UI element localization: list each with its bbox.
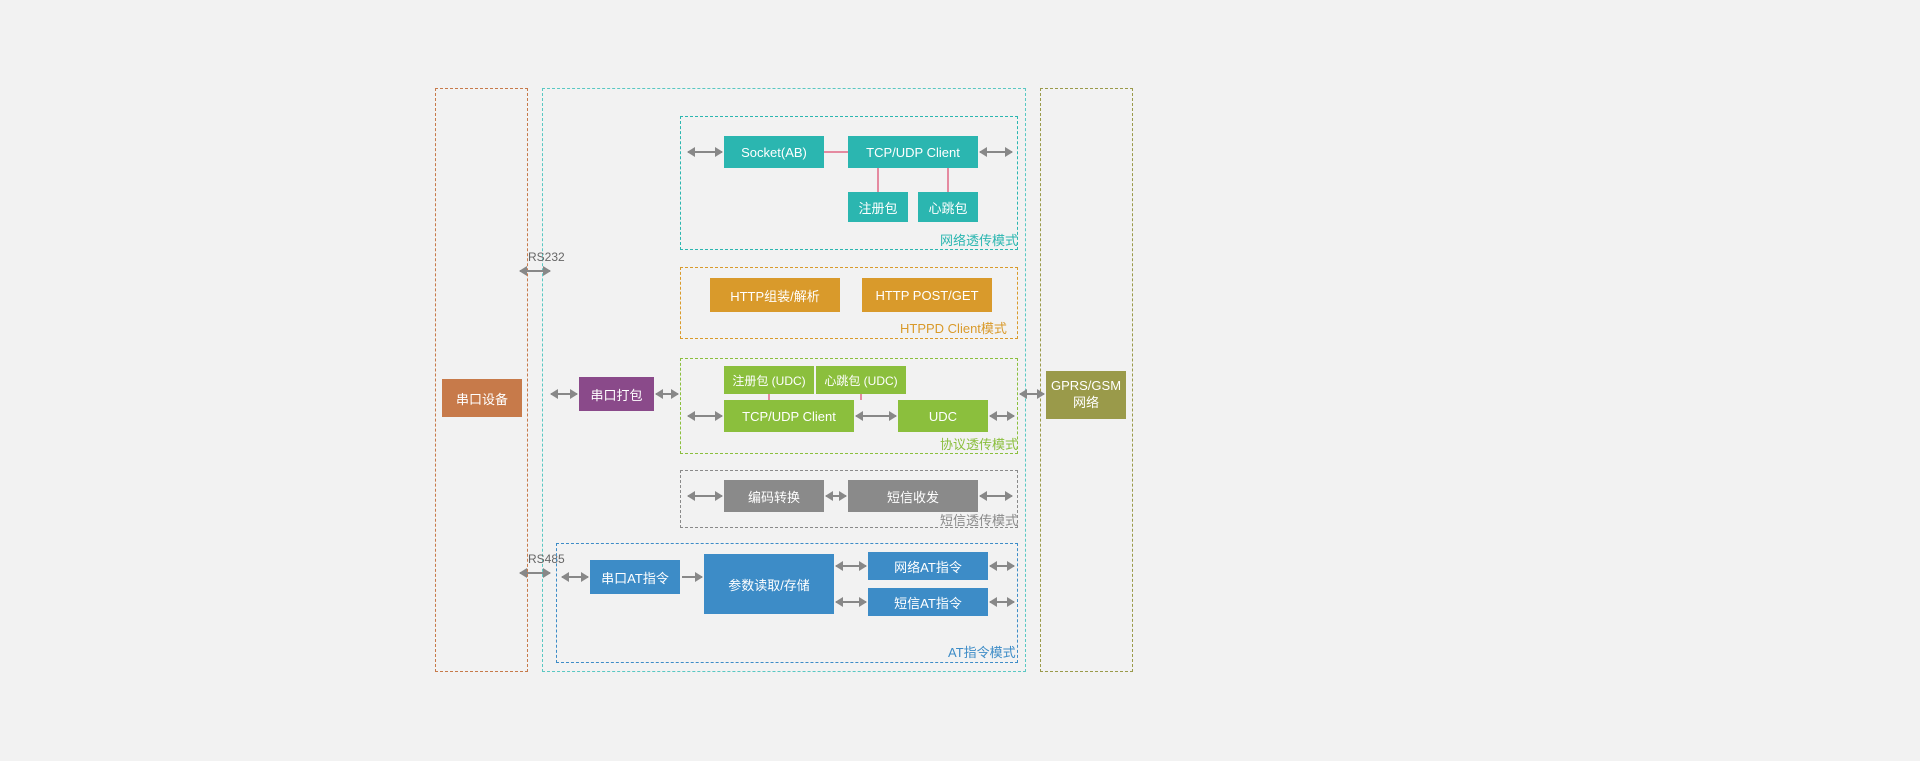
encode-label: 编码转换 <box>748 487 800 506</box>
socket-ab-box: Socket(AB) <box>724 136 824 168</box>
mode3-tcp-udp-box: TCP/UDP Client <box>724 400 854 432</box>
tcp-udp-client-label: TCP/UDP Client <box>866 145 960 160</box>
http-post-box: HTTP POST/GET <box>862 278 992 312</box>
tcp-udp-client-box: TCP/UDP Client <box>848 136 978 168</box>
socket-ab-label: Socket(AB) <box>741 145 807 160</box>
serial-pack-right-arrow <box>656 393 678 395</box>
sms-at-label: 短信AT指令 <box>894 593 962 612</box>
main-right-arrow <box>1020 393 1044 395</box>
smsat-right-arrow <box>990 601 1014 603</box>
sms-label: 短信收发 <box>887 487 939 506</box>
serial-pack-label: 串口打包 <box>590 385 642 404</box>
sms-box: 短信收发 <box>848 480 978 512</box>
serial-at-label: 串口AT指令 <box>601 568 669 587</box>
gprs-gsm-box: GPRS/GSM 网络 <box>1046 371 1126 419</box>
mode3-tcp-udc-arrow <box>856 415 896 417</box>
http-parse-box: HTTP组装/解析 <box>710 278 840 312</box>
mode3-label: 协议透传模式 <box>940 434 1018 453</box>
serial-at-box: 串口AT指令 <box>590 560 680 594</box>
mode4-label: 短信透传模式 <box>940 510 1018 529</box>
http-parse-label: HTTP组装/解析 <box>730 286 820 305</box>
mode3-tcp-udp-label: TCP/UDP Client <box>742 409 836 424</box>
mode1-right-arrow <box>980 151 1012 153</box>
heart-pkt-box: 心跳包 <box>918 192 978 222</box>
conn-tcp-heart-v <box>947 168 949 192</box>
rs232-arrow <box>520 270 550 272</box>
mode4-right-arrow <box>980 495 1012 497</box>
conn-tcp-reg-v <box>877 168 879 192</box>
serial-device-label: 串口设备 <box>456 389 508 408</box>
mode5-label: AT指令模式 <box>948 642 1016 661</box>
udc-label: UDC <box>929 409 957 424</box>
rs485-arrow <box>520 572 550 574</box>
mode3-right-arrow <box>990 415 1014 417</box>
param-rw-label: 参数读取/存储 <box>728 575 810 594</box>
udc-box: UDC <box>898 400 988 432</box>
mode4-mid-arrow <box>826 495 846 497</box>
reg-pkt-label: 注册包 <box>858 198 897 217</box>
serial-at-param-arrow <box>682 576 702 578</box>
mode2-label: HTPPD Client模式 <box>900 318 1007 337</box>
netat-right-arrow <box>990 565 1014 567</box>
conn-heartudc-v <box>860 394 862 400</box>
mode1-left-arrow <box>688 151 722 153</box>
conn-regudc-v <box>768 394 770 400</box>
serial-at-left-arrow <box>562 576 588 578</box>
mode4-left-arrow <box>688 495 722 497</box>
mode3-left-arrow <box>688 415 722 417</box>
heart-udc-label: 心跳包 (UDC) <box>824 372 897 389</box>
http-post-label: HTTP POST/GET <box>875 288 978 303</box>
heart-udc-box: 心跳包 (UDC) <box>816 366 906 394</box>
serial-device-box: 串口设备 <box>442 379 522 417</box>
gprs-gsm-label: GPRS/GSM 网络 <box>1051 378 1121 412</box>
net-at-box: 网络AT指令 <box>868 552 988 580</box>
rs232-label: RS232 <box>528 250 565 264</box>
serial-pack-box: 串口打包 <box>579 377 654 411</box>
mode1-label: 网络透传模式 <box>940 230 1018 249</box>
sms-at-box: 短信AT指令 <box>868 588 988 616</box>
heart-pkt-label: 心跳包 <box>928 198 967 217</box>
reg-udc-label: 注册包 (UDC) <box>732 372 805 389</box>
reg-udc-box: 注册包 (UDC) <box>724 366 814 394</box>
net-at-label: 网络AT指令 <box>894 557 962 576</box>
param-netat-arrow <box>836 565 866 567</box>
reg-pkt-box: 注册包 <box>848 192 908 222</box>
param-rw-box: 参数读取/存储 <box>704 554 834 614</box>
serial-pack-left-arrow <box>551 393 577 395</box>
param-smsat-arrow <box>836 601 866 603</box>
encode-box: 编码转换 <box>724 480 824 512</box>
conn-socket-tcp <box>824 151 848 153</box>
